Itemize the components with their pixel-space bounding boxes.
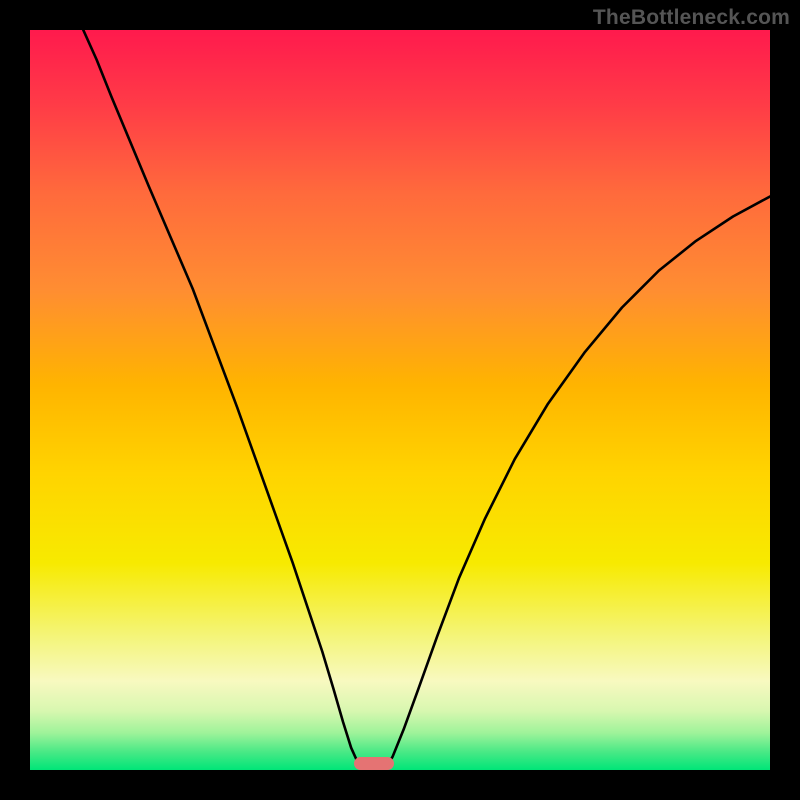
optimal-marker [354, 757, 395, 770]
chart-frame: TheBottleneck.com [0, 0, 800, 800]
watermark-text: TheBottleneck.com [593, 6, 790, 30]
plot-area [30, 30, 770, 770]
bottleneck-curve [30, 30, 770, 770]
